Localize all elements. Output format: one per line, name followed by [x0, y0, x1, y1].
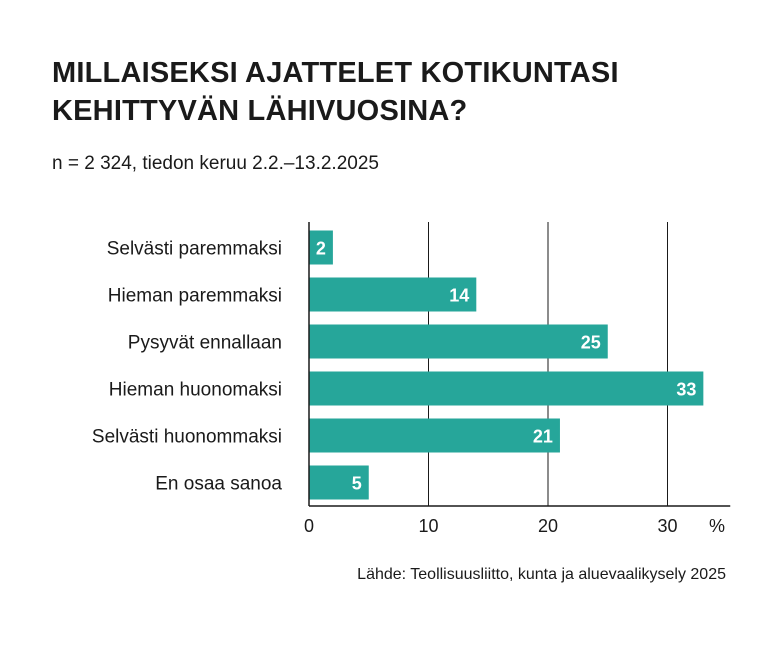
tick-label-0: 0 — [304, 516, 314, 536]
category-label-1: Hieman paremmaksi — [108, 286, 282, 307]
bar-3 — [309, 371, 704, 406]
category-label-4: Selvästi huonommaksi — [92, 427, 282, 448]
bar-0 — [309, 230, 333, 265]
category-label-0: Selvästi paremmaksi — [107, 239, 282, 260]
chart-title: MILLAISEKSI AJATTELET KOTIKUNTASI KEHITT… — [52, 57, 619, 127]
x-unit-label: % — [709, 516, 725, 536]
tick-label-20: 20 — [538, 516, 558, 536]
chart-subtitle: n = 2 324, tiedon keruu 2.2.–13.2.2025 — [52, 153, 379, 174]
value-label-2: 25 — [581, 333, 601, 353]
source-note: Lähde: Teollisuusliitto, kunta ja alueva… — [357, 566, 726, 583]
value-label-4: 21 — [533, 427, 553, 447]
value-label-3: 33 — [676, 380, 696, 400]
value-label-5: 5 — [352, 474, 362, 494]
category-label-3: Hieman huonomaksi — [109, 380, 282, 401]
bar-4 — [309, 418, 560, 453]
tick-label-30: 30 — [657, 516, 677, 536]
tick-label-10: 10 — [418, 516, 438, 536]
bar-2 — [309, 324, 608, 359]
category-label-5: En osaa sanoa — [155, 474, 282, 495]
bar-1 — [309, 277, 477, 312]
bar-5 — [309, 465, 369, 500]
value-label-1: 14 — [449, 286, 469, 306]
category-label-2: Pysyvät ennallaan — [128, 333, 282, 354]
value-label-0: 2 — [316, 239, 326, 259]
